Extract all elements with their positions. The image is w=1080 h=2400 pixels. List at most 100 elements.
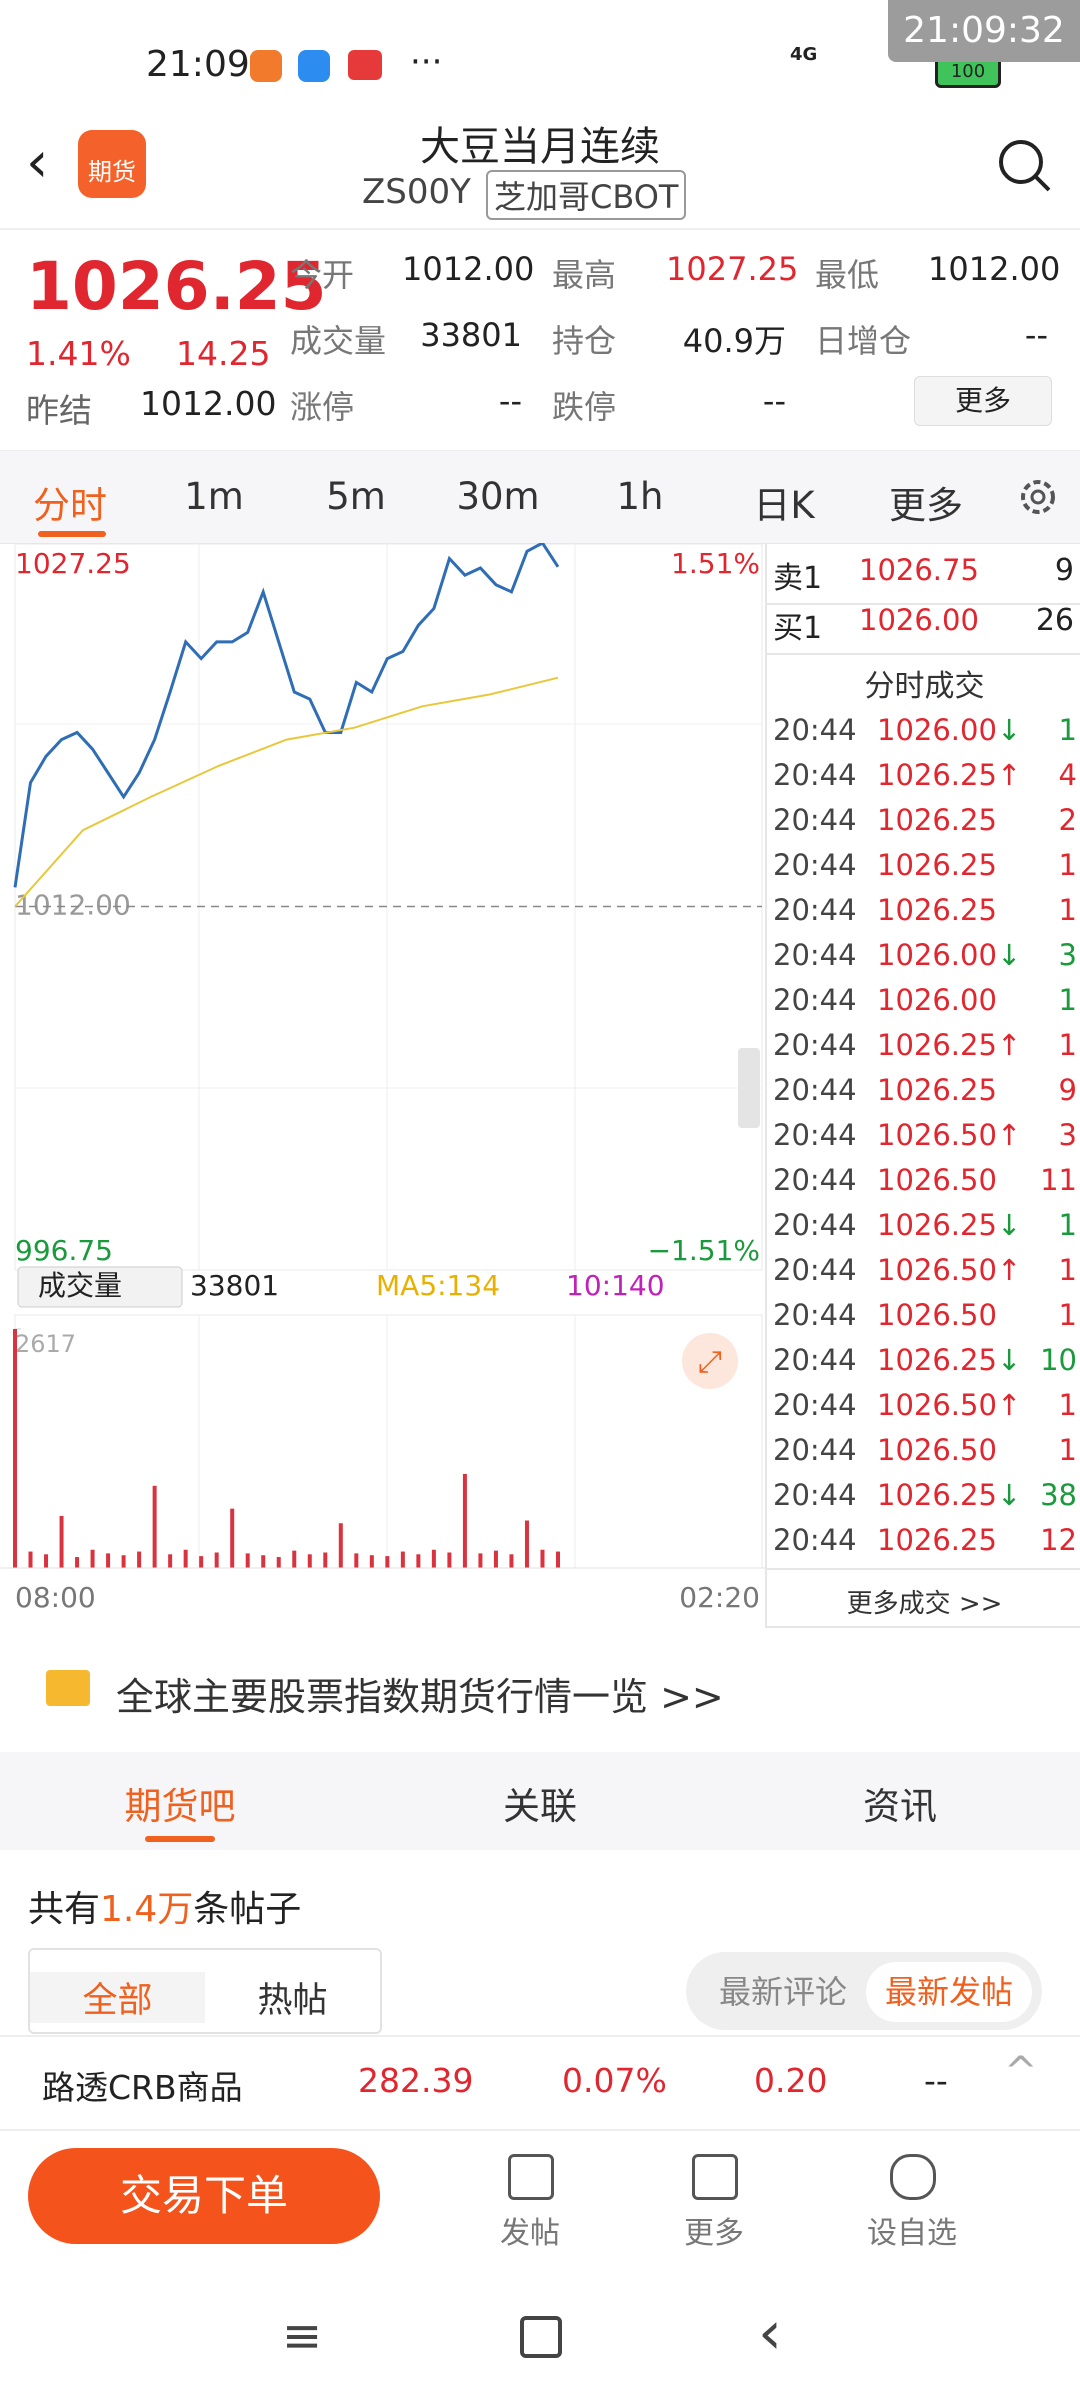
trade-price: 1026.00 xyxy=(877,983,997,1017)
period-tab[interactable]: 1m xyxy=(184,475,244,518)
more-divider xyxy=(767,1568,1080,1570)
field-label: 跌停 xyxy=(552,388,617,426)
header: ‹ 期货 大豆当月连续 ZS00Y 芝加哥CBOT xyxy=(0,112,1080,230)
volume-bar xyxy=(462,1473,467,1568)
banner[interactable]: 全球主要股票指数期货行情一览 >> xyxy=(0,1628,1080,1754)
trade-price: 1026.25 xyxy=(877,803,997,837)
sort-button[interactable]: 最新发帖 xyxy=(866,1962,1032,2022)
field-value: 1012.00 xyxy=(402,250,535,288)
gear-center xyxy=(1030,489,1046,505)
ticker[interactable]: 路透CRB商品 282.39 0.07% 0.20 -- ^ xyxy=(0,2035,1080,2131)
ticker-name: 路透CRB商品 xyxy=(42,2068,243,2107)
trade-price-group: 1026.25↓ xyxy=(877,1343,1021,1377)
trade-qty: 1 xyxy=(1058,983,1077,1017)
search-icon[interactable] xyxy=(995,136,1055,196)
volume-bar xyxy=(431,1549,436,1568)
trade-price: 1026.25 xyxy=(877,758,997,792)
filter-group xyxy=(28,1948,382,2034)
trade-arrow: ↑ xyxy=(996,758,1022,792)
field-label: 成交量 xyxy=(290,322,387,360)
order-button[interactable]: 交易下单 xyxy=(28,2148,380,2244)
trade-time: 20:44 xyxy=(773,938,857,972)
back-nav[interactable]: ‹ xyxy=(758,2298,782,2368)
trade-arrow: ↑ xyxy=(996,1028,1022,1062)
trade-arrow: ↓ xyxy=(996,1208,1022,1242)
action-icon xyxy=(890,2154,936,2200)
field-label: 日增仓 xyxy=(815,322,912,360)
period-tab[interactable]: 30m xyxy=(456,475,540,518)
sort-button[interactable]: 最新评论 xyxy=(718,1973,847,2011)
field-label: 最高 xyxy=(552,256,617,294)
volume-bar xyxy=(400,1551,405,1568)
y-tick-label: 996.75 xyxy=(15,1234,113,1267)
y-tick-label: 1027.25 xyxy=(15,547,131,580)
trade-price: 1026.50 xyxy=(877,1118,997,1152)
trade-price: 1026.50 xyxy=(877,1388,997,1422)
expand-button[interactable] xyxy=(682,1333,738,1389)
pct-change: 1.41% xyxy=(26,334,131,373)
period-tabs: 分时 1m 5m 30m 1h 日K 更多 xyxy=(0,450,1080,544)
period-tab[interactable]: 5m xyxy=(326,475,386,518)
community-tab[interactable]: 资讯 xyxy=(863,1785,937,1828)
volume-bar xyxy=(261,1555,266,1568)
trade-qty: 10 xyxy=(1040,1343,1077,1377)
period-tab[interactable]: 分时 xyxy=(33,484,107,527)
trade-row: 20:44 1026.25↓ 10 xyxy=(773,1339,1077,1384)
settings-icon[interactable] xyxy=(1014,473,1062,521)
trade-row: 20:44 1026.00 1 xyxy=(773,979,1077,1024)
period-tab[interactable]: 日K xyxy=(753,484,815,527)
trade-time: 20:44 xyxy=(773,1118,857,1152)
trade-price-group: 1026.25 xyxy=(877,848,997,882)
trade-time: 20:44 xyxy=(773,983,857,1017)
more-trades[interactable]: 更多成交 >> xyxy=(846,1589,1003,1619)
community-tab[interactable]: 关联 xyxy=(503,1785,577,1828)
trade-price: 1026.50 xyxy=(877,1253,997,1287)
trade-price-group: 1026.25↑ xyxy=(877,758,1021,792)
home-button[interactable] xyxy=(520,2316,562,2358)
trade-qty: 11 xyxy=(1040,1163,1077,1197)
trade-price: 1026.50 xyxy=(877,1298,997,1332)
collapse-handle[interactable] xyxy=(738,1048,760,1128)
trades-title: 分时成交 xyxy=(864,669,985,704)
trade-price: 1026.25 xyxy=(877,848,997,882)
trade-time: 20:44 xyxy=(773,713,857,747)
filter-button[interactable]: 全部 xyxy=(30,1972,205,2023)
trade-time: 20:44 xyxy=(773,1298,857,1332)
volume-bar xyxy=(230,1508,235,1568)
field-label: 涨停 xyxy=(290,388,355,426)
field-label: 今开 xyxy=(290,256,355,294)
book-divider xyxy=(767,603,1080,605)
period-tab[interactable]: 1h xyxy=(616,475,664,518)
trade-price-group: 1026.25↑ xyxy=(877,1028,1021,1062)
action-label[interactable]: 设自选 xyxy=(867,2216,957,2251)
quote-panel: 1026.25 1.41% 14.25 昨结 1012.00 今开 1012.00… xyxy=(0,230,1080,448)
trade-time: 20:44 xyxy=(773,1163,857,1197)
trade-price: 1026.25 xyxy=(877,893,997,927)
trade-row: 20:44 1026.50↑ 3 xyxy=(773,1114,1077,1159)
ma10: 10:140 xyxy=(566,1269,665,1302)
trade-price: 1026.25 xyxy=(877,1478,997,1512)
count-post: 条帖子 xyxy=(193,1889,302,1930)
app-icon xyxy=(298,50,330,82)
trade-qty: 9 xyxy=(1058,1073,1077,1107)
filter-button[interactable]: 热帖 xyxy=(257,1981,328,2021)
trade-qty: 1 xyxy=(1058,893,1077,927)
action-label[interactable]: 发帖 xyxy=(500,2216,560,2251)
more-button[interactable]: 更多 xyxy=(914,376,1052,426)
field-value: -- xyxy=(498,382,522,420)
period-tab[interactable]: 更多 xyxy=(889,484,963,527)
community-tab[interactable]: 期货吧 xyxy=(124,1785,236,1828)
back-button[interactable]: ‹ xyxy=(26,130,49,195)
menu-button[interactable]: ≡ xyxy=(282,2308,323,2364)
trade-time: 20:44 xyxy=(773,1478,857,1512)
trade-qty: 38 xyxy=(1040,1478,1077,1512)
action-label[interactable]: 更多 xyxy=(684,2216,744,2251)
volume-selector[interactable] xyxy=(17,1266,183,1308)
trade-price-group: 1026.25 xyxy=(877,1523,997,1557)
action-icon xyxy=(692,2154,738,2200)
trade-qty: 1 xyxy=(1058,848,1077,882)
trade-price: 1026.50 xyxy=(877,1433,997,1467)
expand-arrow[interactable]: ^ xyxy=(1004,2049,1038,2095)
trade-price: 1026.25 xyxy=(877,1073,997,1107)
